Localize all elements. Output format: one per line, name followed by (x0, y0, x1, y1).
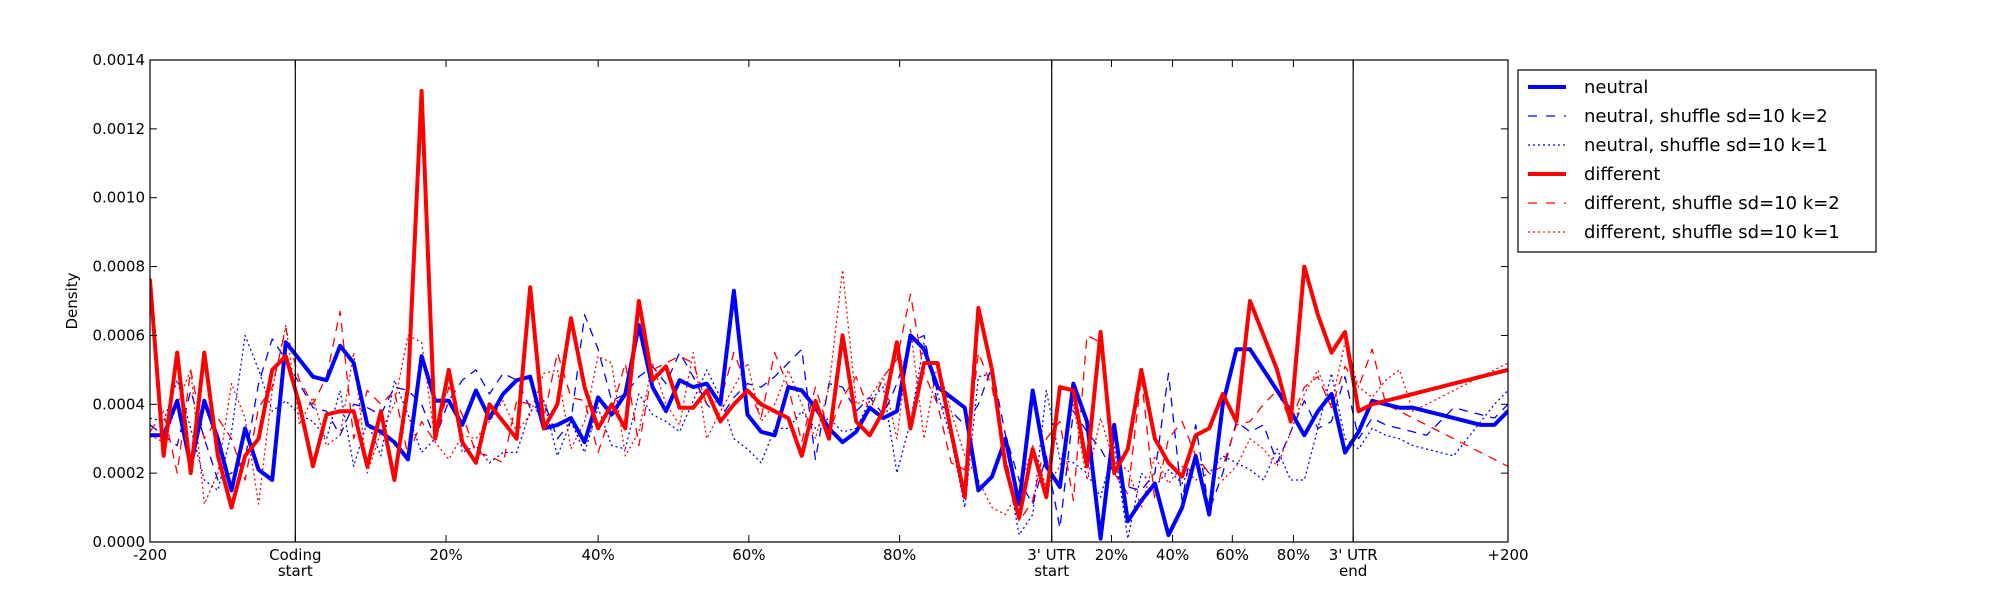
x-tick-label: end (1339, 562, 1367, 580)
legend-label: different, shuffle sd=10 k=1 (1584, 222, 1840, 243)
x-tick-label: -200 (133, 546, 167, 564)
x-tick-label: 80% (883, 546, 916, 564)
series-line-different-shuffle-sd-10-k-1 (150, 269, 1508, 516)
series-line-neutral-shuffle-sd-10-k-2 (150, 314, 1508, 529)
x-tick-label: 40% (1156, 546, 1189, 564)
y-tick-label: 0.0002 (93, 464, 146, 482)
legend-label: neutral, shuffle sd=10 k=2 (1584, 106, 1828, 127)
y-tick-label: 0.0004 (93, 395, 146, 413)
x-tick-label: +200 (1487, 546, 1528, 564)
plot-area (150, 89, 1508, 541)
x-tick-label: 40% (581, 546, 614, 564)
x-tick-label: 3' UTR (1027, 546, 1076, 564)
y-axis-label: Density (63, 272, 81, 329)
x-tick-label: 80% (1277, 546, 1310, 564)
legend: neutral neutral, shuffle sd=10 k=2 neutral… (1517, 69, 1877, 253)
y-tick-label: 0.0014 (93, 51, 146, 69)
legend-label: different (1584, 164, 1660, 185)
x-tick-label: Coding (269, 546, 321, 564)
x-tick-label: 20% (429, 546, 462, 564)
plot-frame (149, 59, 1509, 543)
legend-label: neutral, shuffle sd=10 k=1 (1584, 135, 1828, 156)
y-tick-label: 0.0000 (93, 533, 146, 551)
series-lines (150, 89, 1508, 541)
legend-box (1517, 69, 1877, 253)
y-tick-label: 0.0010 (93, 189, 146, 207)
x-tick-label: 20% (1095, 546, 1128, 564)
y-tick-label: 0.0008 (93, 258, 146, 276)
series-line-different-shuffle-sd-10-k-2 (150, 293, 1508, 522)
legend-label: different, shuffle sd=10 k=2 (1584, 193, 1840, 214)
x-tick-label: start (1034, 562, 1069, 580)
x-tick-label: 60% (1216, 546, 1249, 564)
axes: 0.0000 0.0002 0.0004 0.0006 0.0008 0.0010 0.00… (63, 51, 1529, 580)
x-tick-label: 60% (732, 546, 765, 564)
x-tick-label: 3' UTR (1329, 546, 1378, 564)
legend-label: neutral (1584, 77, 1648, 98)
y-tick-label: 0.0006 (93, 326, 146, 344)
series-line-different (150, 89, 1508, 520)
y-tick-label: 0.0012 (93, 120, 146, 138)
x-tick-label: start (278, 562, 313, 580)
